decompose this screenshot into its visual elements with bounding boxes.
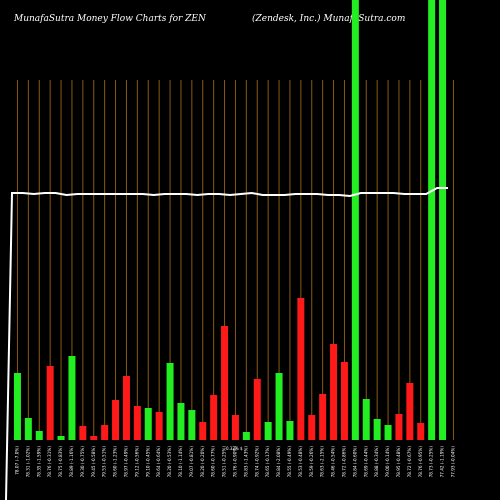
bar-green — [351, 0, 359, 440]
bar-green — [144, 408, 152, 440]
bar-red — [297, 298, 305, 440]
bar-red — [253, 379, 261, 440]
bar-green — [242, 432, 250, 440]
bar-green — [439, 0, 447, 440]
x-tick-label: 78.89 (-1.16%) — [69, 446, 74, 478]
x-tick-label: 78.10 (-1.14%) — [178, 446, 183, 478]
x-tick-label: 78.83 (-1.43%) — [243, 446, 248, 478]
x-tick-label: 78.84 (-2.08%) — [276, 446, 281, 478]
x-tick-label: 79.10 (-0.45%) — [145, 446, 150, 478]
x-tick-label: 78.51 (-0.25%) — [222, 446, 227, 478]
bar-red — [199, 422, 207, 440]
bar-red — [90, 436, 98, 440]
x-tick-label: 78.31 (-1.02%) — [25, 446, 30, 478]
x-tick-label: 79.45 (-0.58%) — [91, 446, 96, 478]
bar-red — [210, 395, 218, 440]
bars — [13, 0, 447, 440]
bar-red — [155, 412, 163, 440]
bar-green — [68, 356, 76, 440]
x-tick-label: 78.88 (-0.34%) — [374, 446, 379, 478]
x-tick-label: 78.20 (-0.53%) — [167, 446, 172, 478]
x-tick-label: 79.30 (-0.75%) — [80, 446, 85, 478]
bar-green — [166, 363, 174, 440]
x-tick-label: 78.55 (-0.49%) — [287, 446, 292, 478]
bar-green — [428, 0, 436, 440]
bar-green — [35, 431, 43, 440]
x-tick-label: 78.73 (-0.25%) — [429, 446, 434, 478]
bar-red — [319, 394, 327, 440]
x-tick-label: 78.46 (-0.54%) — [331, 446, 336, 478]
annotation-label: 0.32% $ — [226, 446, 243, 451]
bar-red — [122, 376, 130, 440]
x-tick-label: 78.76 (-0.95%) — [418, 446, 423, 478]
x-tick-label: 78.84 (-0.60%) — [352, 446, 357, 478]
x-tick-label: 77.93 (-0.04%) — [450, 446, 455, 478]
x-tick-label: 77.42 (-1.19%) — [440, 446, 445, 478]
x-tick-label: 78.76 (-0.31%) — [47, 446, 52, 478]
x-axis-labels: 78.07 (-7.0%) 78.31 (-1.02%) 78.35 (-1.59%… — [14, 446, 455, 478]
bar-green — [373, 419, 381, 440]
x-tick-label: 78.69 (-0.44%) — [363, 446, 368, 478]
x-tick-label: 78.76 (-0.90%) — [232, 446, 237, 478]
x-tick-label: 78.64 (-0.64%) — [156, 446, 161, 478]
bar-green — [384, 425, 392, 440]
bar-red — [308, 415, 316, 440]
bar-green — [13, 373, 21, 440]
chart-title: MunafaSutra Money Flow Charts for ZEN — [14, 14, 206, 24]
bar-red — [231, 415, 239, 440]
bar-green — [177, 403, 185, 440]
bar-red — [330, 344, 338, 440]
x-tick-label: 78.97 (-0.49%) — [123, 446, 128, 478]
bar-green — [264, 422, 272, 440]
x-tick-label: 78.53 (-0.48%) — [298, 446, 303, 478]
x-tick-label: 78.59 (-0.26%) — [309, 446, 314, 478]
bar-red — [340, 362, 348, 440]
bar-red — [112, 400, 120, 440]
bar-red — [395, 414, 403, 440]
bar-red — [417, 423, 425, 440]
bar-green — [24, 418, 32, 440]
x-tick-label: 79.07 (-0.81%) — [189, 446, 194, 478]
x-tick-label: 79.00 (-0.14%) — [385, 446, 390, 478]
x-tick-label: 79.12 (-0.56%) — [134, 446, 139, 478]
x-tick-label: 78.95 (-0.48%) — [396, 446, 401, 478]
bar-green — [286, 421, 294, 440]
bar-red — [79, 426, 87, 440]
x-tick-label: 79.53 (-0.51%) — [102, 446, 107, 478]
x-tick-label: 78.65 (-0.17%) — [265, 446, 270, 478]
bar-red — [46, 366, 54, 440]
x-tick-label: 78.74 (-0.92%) — [254, 446, 259, 478]
x-tick-label: 78.60 (-1.23%) — [113, 446, 118, 478]
money-flow-line — [5, 187, 448, 500]
x-tick-label: 78.72 (-0.67%) — [407, 446, 412, 478]
bar-red — [133, 406, 141, 440]
x-tick-label: 78.63 (-2.15%) — [320, 446, 325, 478]
bar-green — [275, 373, 283, 440]
x-tick-label: 78.72 (-0.86%) — [341, 446, 346, 478]
x-tick-label: 78.07 (-7.0%) — [14, 446, 19, 475]
bar-green — [188, 410, 196, 440]
chart-subtitle: (Zendesk, Inc.) MunafaSutra.com — [252, 14, 406, 24]
bar-red — [221, 326, 229, 440]
bar-red — [101, 425, 109, 440]
bar-red — [406, 383, 414, 440]
grid-lines — [16, 80, 454, 440]
x-tick-label: 78.35 (-1.59%) — [36, 446, 41, 478]
x-tick-label: 78.75 (-0.83%) — [58, 446, 63, 478]
bar-green — [57, 436, 65, 440]
x-tick-label: 78.60 (-0.77%) — [211, 446, 216, 478]
bar-green — [362, 399, 370, 440]
x-tick-label: 78.20 (-0.20%) — [200, 446, 205, 478]
